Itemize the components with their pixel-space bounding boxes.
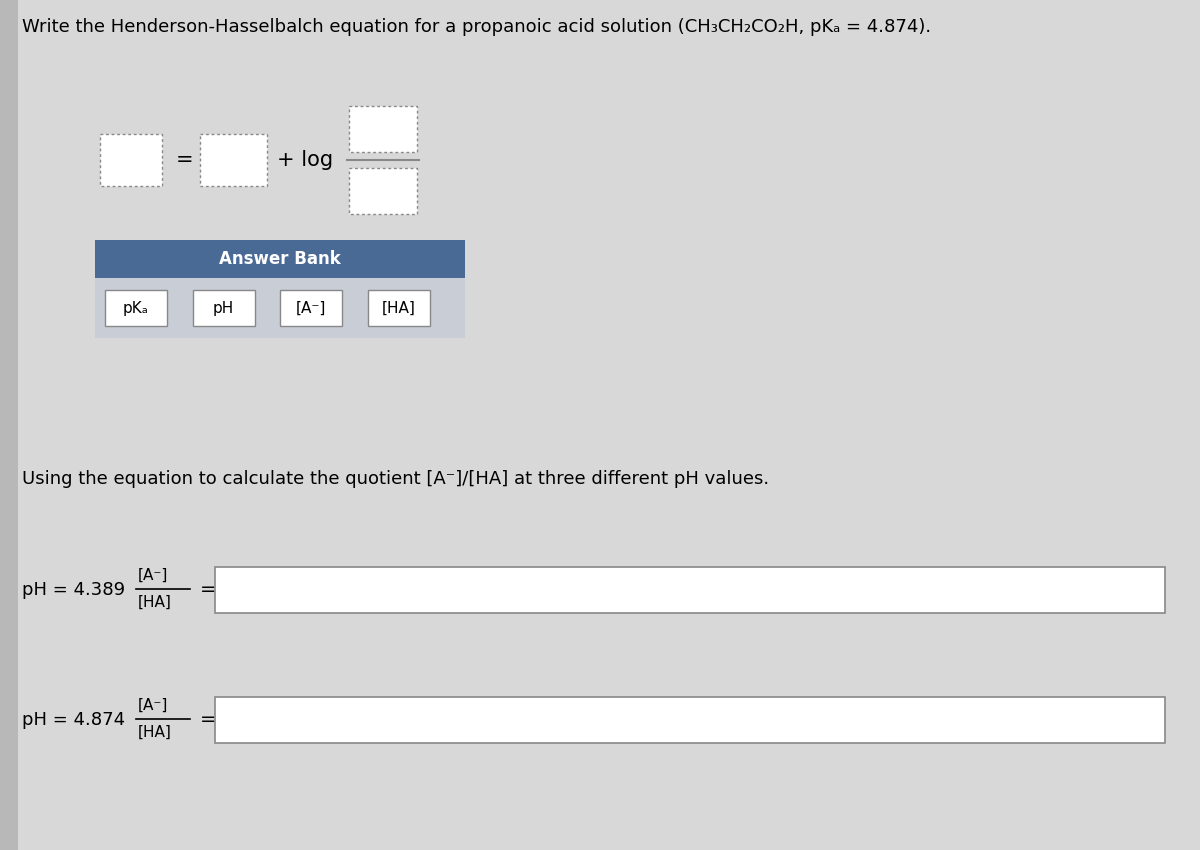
Text: [A⁻]: [A⁻] bbox=[296, 301, 326, 315]
Text: [A⁻]: [A⁻] bbox=[138, 698, 168, 713]
Bar bbox=[349, 106, 418, 152]
Text: pH: pH bbox=[212, 301, 234, 315]
Text: + log: + log bbox=[277, 150, 334, 170]
Text: Answer Bank: Answer Bank bbox=[220, 250, 341, 268]
Bar bbox=[215, 697, 1165, 743]
Text: [HA]: [HA] bbox=[382, 301, 415, 315]
Bar bbox=[349, 168, 418, 214]
Bar bbox=[95, 278, 466, 338]
Text: [HA]: [HA] bbox=[138, 725, 172, 740]
Bar bbox=[200, 134, 266, 186]
Text: =: = bbox=[200, 581, 216, 599]
Text: [A⁻]: [A⁻] bbox=[138, 568, 168, 583]
Text: =: = bbox=[200, 711, 216, 729]
Bar bbox=[106, 290, 167, 326]
Bar bbox=[280, 290, 342, 326]
Bar bbox=[95, 240, 466, 278]
Text: pKₐ: pKₐ bbox=[124, 301, 149, 315]
Text: pH = 4.874: pH = 4.874 bbox=[22, 711, 125, 729]
Text: Write the Henderson-Hasselbalch equation for a propanoic acid solution (CH₃CH₂CO: Write the Henderson-Hasselbalch equation… bbox=[22, 18, 931, 36]
Bar bbox=[0, 0, 18, 850]
Text: =: = bbox=[176, 150, 193, 170]
Bar bbox=[100, 134, 162, 186]
Text: Using the equation to calculate the quotient [A⁻]/[HA] at three different pH val: Using the equation to calculate the quot… bbox=[22, 470, 769, 488]
Bar bbox=[367, 290, 430, 326]
Bar bbox=[192, 290, 254, 326]
Bar bbox=[215, 567, 1165, 613]
Text: pH = 4.389: pH = 4.389 bbox=[22, 581, 125, 599]
Text: [HA]: [HA] bbox=[138, 595, 172, 610]
